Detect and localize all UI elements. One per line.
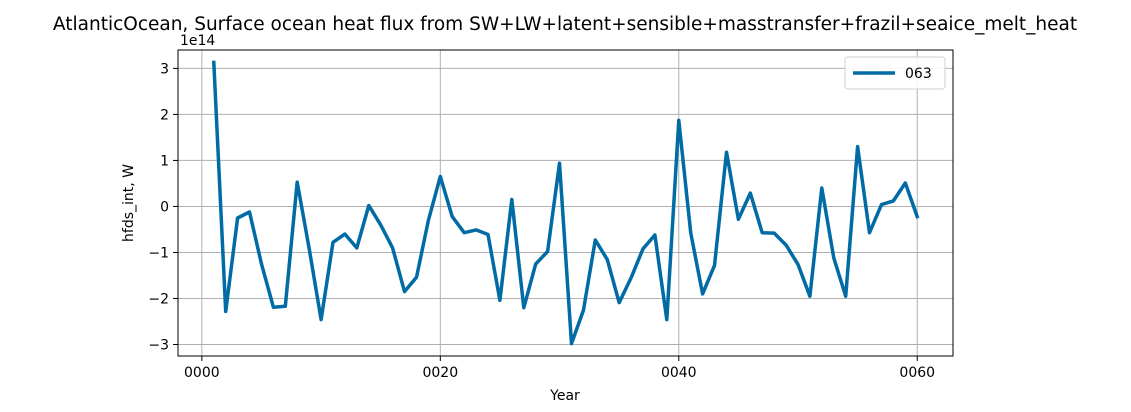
legend: 063: [844, 56, 946, 90]
y-tick-label: −2: [148, 291, 169, 307]
series-lines: [211, 60, 920, 346]
x-tick-label: 0060: [899, 365, 935, 381]
legend-label-063: 063: [905, 66, 932, 82]
y-axis-label: hfds_int, W: [121, 164, 137, 242]
x-tick-label: 0040: [661, 365, 697, 381]
chart-title: AtlanticOcean, Surface ocean heat flux f…: [53, 14, 1077, 35]
y-tick-label: −3: [148, 337, 169, 353]
y-tick-label: 1: [160, 153, 169, 169]
series-line-063: [211, 60, 920, 346]
x-tick-label: 0020: [422, 365, 458, 381]
x-axis-label: Year: [549, 388, 580, 404]
y-tick-label: −1: [148, 245, 169, 261]
y-tick-label: 3: [160, 61, 169, 77]
x-axis-ticks: 0000 0020 0040 0060: [184, 356, 935, 381]
x-tick-label: 0000: [184, 365, 220, 381]
plot-frame: [177, 49, 954, 357]
y-tick-label: 0: [160, 199, 169, 215]
y-tick-label: 2: [160, 107, 169, 123]
y-axis-ticks: 3 2 1 0 −1 −2 −3: [148, 61, 178, 353]
y-offset-label: 1e14: [180, 33, 215, 49]
